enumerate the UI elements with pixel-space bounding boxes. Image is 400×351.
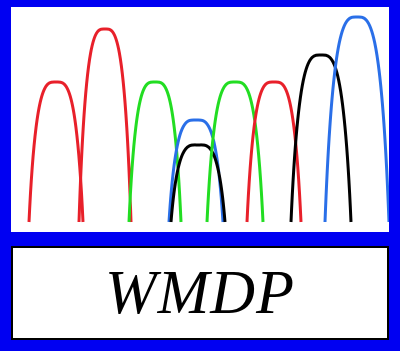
black-peak (169, 143, 227, 223)
red-peak (245, 80, 303, 223)
blue-peak (323, 15, 389, 223)
chromatogram-traces (27, 15, 389, 223)
red-peak (77, 27, 133, 223)
black-peak (289, 53, 353, 223)
blue-peak (167, 118, 225, 223)
green-peak (127, 80, 183, 223)
label-box: WMDP (11, 246, 389, 340)
red-peak (27, 80, 85, 223)
chromatogram-panel (11, 7, 389, 232)
label-text: WMDP (105, 259, 295, 327)
